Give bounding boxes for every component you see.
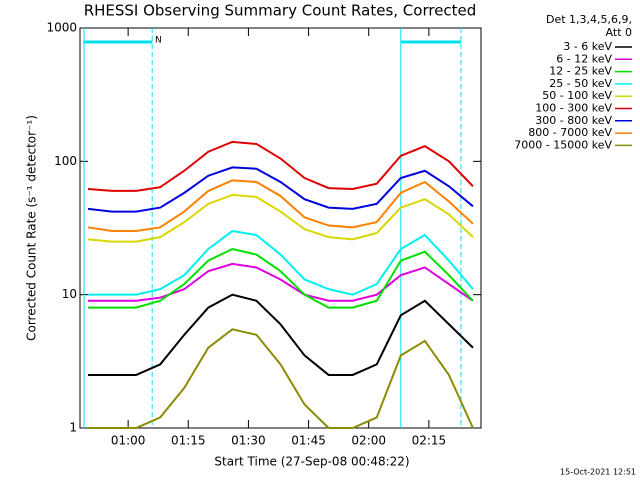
annotation: N (155, 36, 162, 46)
chart-title: RHESSI Observing Summary Count Rates, Co… (84, 2, 477, 20)
series-line (88, 262, 474, 302)
y-tick-label: 1000 (46, 21, 77, 35)
legend-label: 7000 - 15000 keV (514, 138, 612, 151)
legend-label: 300 - 800 keV (535, 114, 612, 127)
series-line (88, 247, 474, 309)
x-tick-label: 02:00 (351, 434, 386, 448)
series-line (87, 179, 474, 233)
legend-title: Att 0 (606, 26, 632, 39)
legend-label: 100 - 300 keV (535, 102, 612, 115)
x-tick-label: 01:00 (111, 434, 146, 448)
legend-title: Det 1,3,4,5,6,9, (546, 13, 632, 26)
series-line (88, 229, 474, 296)
y-tick-label: 10 (62, 287, 77, 301)
series-line (87, 140, 474, 192)
legend-label: 12 - 25 keV (549, 65, 612, 78)
series-line (87, 193, 474, 243)
plot-frame (79, 27, 482, 429)
legend-label: 3 - 6 keV (563, 40, 612, 53)
legend-label: 800 - 7000 keV (528, 126, 612, 139)
footer: 15-Oct-2021 12:51 (560, 468, 636, 477)
legend-label: 6 - 12 keV (556, 52, 612, 65)
series-line (88, 328, 474, 429)
series-line (87, 166, 474, 213)
y-tick-label: 1 (69, 421, 77, 435)
x-tick-label: 02:15 (412, 434, 447, 448)
x-tick-label: 01:15 (171, 434, 206, 448)
x-tick-label: 01:30 (231, 434, 266, 448)
y-tick-label: 100 (54, 154, 77, 168)
y-axis-label: Corrected Count Rate (s⁻¹ detector⁻¹) (25, 115, 39, 341)
series-line (88, 293, 474, 376)
legend-label: 25 - 50 keV (549, 77, 612, 90)
x-tick-label: 01:45 (291, 434, 326, 448)
legend-label: 50 - 100 keV (542, 89, 612, 102)
x-axis-label: Start Time (27-Sep-08 00:48:22) (214, 455, 409, 469)
